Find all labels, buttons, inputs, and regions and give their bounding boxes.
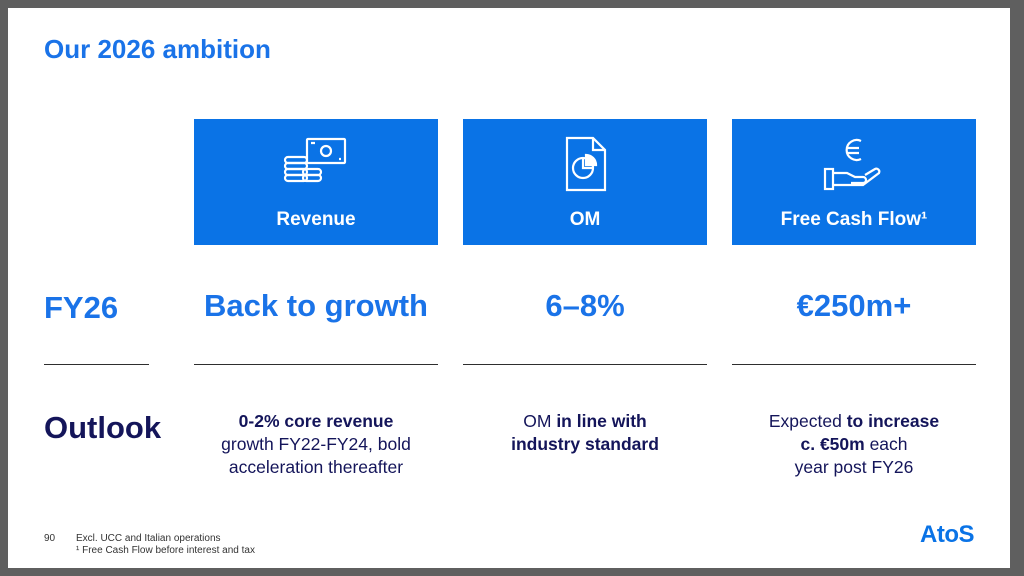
- slide: Our 2026 ambition Revenue: [8, 8, 1010, 568]
- atos-logo: AtoS: [920, 521, 975, 548]
- fcf-outlook-line3: year post FY26: [794, 457, 914, 477]
- divider: [194, 364, 438, 365]
- revenue-outlook-line2: growth FY22-FY24, bold: [221, 434, 411, 454]
- revenue-outlook-line3: acceleration thereafter: [228, 457, 404, 477]
- outlook-row-label: Outlook: [44, 410, 162, 445]
- euro-hand-icon: [732, 135, 976, 191]
- divider: [463, 364, 707, 365]
- om-outlook-bold1: in line with: [556, 411, 647, 431]
- fcf-outlook-text: Expected to increase c. €50m each year p…: [732, 410, 976, 479]
- revenue-outlook-text: 0-2% core revenue growth FY22-FY24, bold…: [194, 410, 438, 479]
- om-label: OM: [569, 209, 601, 230]
- divider: [44, 364, 149, 365]
- om-target: 6–8%: [545, 288, 625, 323]
- coins-banknote-icon: [194, 135, 438, 191]
- footnotes: Excl. UCC and Italian operations ¹ Free …: [76, 533, 255, 557]
- fcf-outlook-pre: Expected: [768, 411, 847, 431]
- fcf-outlook-bold2: c. €50m: [800, 434, 865, 454]
- page-title: Our 2026 ambition: [44, 34, 271, 64]
- om-outlook-pre: OM: [523, 411, 557, 431]
- om-outlook-text: OM in line with industry standard: [463, 410, 707, 456]
- om-card: OM: [463, 119, 707, 245]
- fcf-card: Free Cash Flow¹: [732, 119, 976, 245]
- revenue-label: Revenue: [276, 209, 356, 230]
- fcf-outlook-post: each: [864, 434, 908, 454]
- revenue-target: Back to growth: [204, 288, 428, 323]
- revenue-outlook-bold: 0-2% core revenue: [238, 411, 394, 431]
- footnote-1: Excl. UCC and Italian operations: [76, 533, 221, 544]
- divider: [732, 364, 976, 365]
- fcf-label: Free Cash Flow¹: [780, 209, 928, 230]
- page-number: 90: [44, 533, 56, 544]
- revenue-card: Revenue: [194, 119, 438, 245]
- footnote-2: ¹ Free Cash Flow before interest and tax: [76, 545, 255, 556]
- fcf-outlook-bold1: to increase: [846, 411, 940, 431]
- pie-chart-document-icon: [463, 135, 707, 192]
- om-outlook-bold2: industry standard: [511, 434, 659, 454]
- fcf-target: €250m+: [796, 288, 912, 323]
- fy26-row-label: FY26: [44, 290, 119, 325]
